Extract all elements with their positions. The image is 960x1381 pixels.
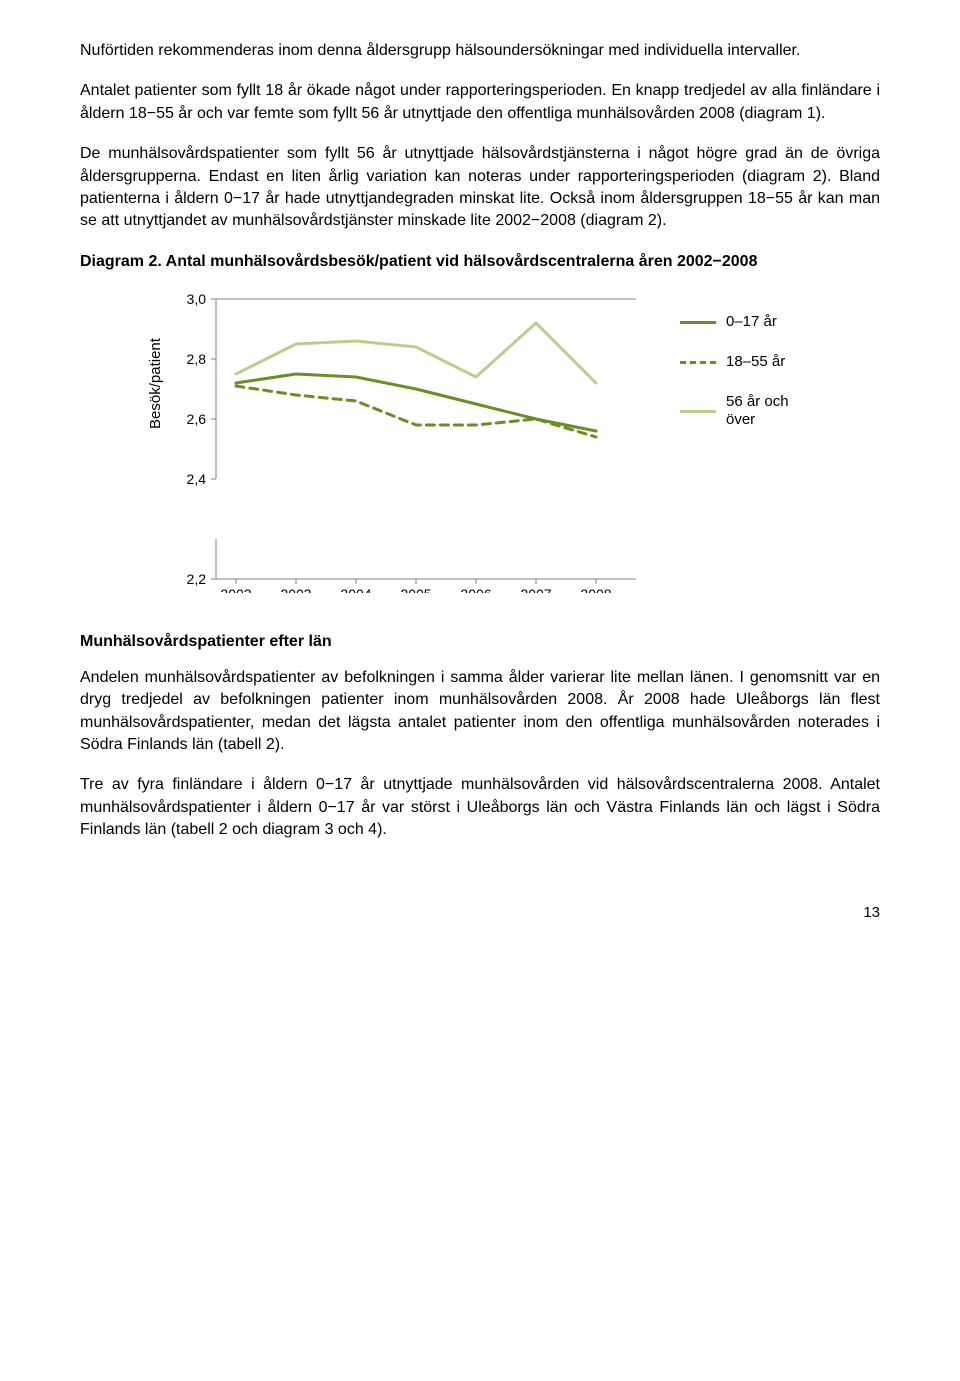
svg-text:2007: 2007: [520, 586, 551, 593]
legend-item: 18–55 år: [680, 353, 816, 371]
legend-swatch: [680, 321, 716, 324]
chart-plot-area: 3,0 2,8 2,6 2,4 2,2 2002 2003 2004 2005 2006 2007 2…: [170, 293, 640, 600]
svg-text:2,2: 2,2: [187, 571, 207, 587]
paragraph: Antalet patienter som fyllt 18 år ökade …: [80, 80, 880, 125]
paragraph: De munhälsovårdspatienter som fyllt 56 å…: [80, 143, 880, 233]
legend-swatch: [680, 410, 716, 413]
svg-text:2,8: 2,8: [187, 351, 207, 367]
legend-item: 0–17 år: [680, 313, 816, 331]
legend-label: 56 år och över: [726, 393, 816, 429]
paragraph: Nuförtiden rekommenderas inom denna ålde…: [80, 40, 880, 62]
svg-text:2006: 2006: [460, 586, 491, 593]
svg-text:2,6: 2,6: [187, 411, 207, 427]
paragraph: Andelen munhälsovårdspatienter av befolk…: [80, 667, 880, 757]
svg-text:2004: 2004: [340, 586, 371, 593]
legend-item: 56 år och över: [680, 393, 816, 429]
svg-text:2003: 2003: [280, 586, 311, 593]
line-chart: Besök/patient 3,0 2,8 2,6 2,4 2,2 2002 2003 200…: [140, 293, 880, 600]
legend-label: 0–17 år: [726, 313, 777, 331]
page-number: 13: [80, 902, 880, 923]
legend-swatch: [680, 361, 716, 364]
chart-legend: 0–17 år 18–55 år 56 år och över: [680, 313, 816, 429]
section-heading: Munhälsovårdspatienter efter län: [80, 631, 880, 653]
legend-label: 18–55 år: [726, 353, 785, 371]
diagram-title: Diagram 2. Antal munhälsovårdsbesök/pati…: [80, 251, 880, 273]
paragraph: Tre av fyra finländare i åldern 0−17 år …: [80, 774, 880, 841]
svg-text:2002: 2002: [220, 586, 251, 593]
svg-text:3,0: 3,0: [187, 293, 207, 307]
svg-text:2005: 2005: [400, 586, 431, 593]
svg-text:2008: 2008: [580, 586, 611, 593]
y-axis-label: Besök/patient: [145, 338, 166, 429]
svg-text:2,4: 2,4: [187, 471, 207, 487]
